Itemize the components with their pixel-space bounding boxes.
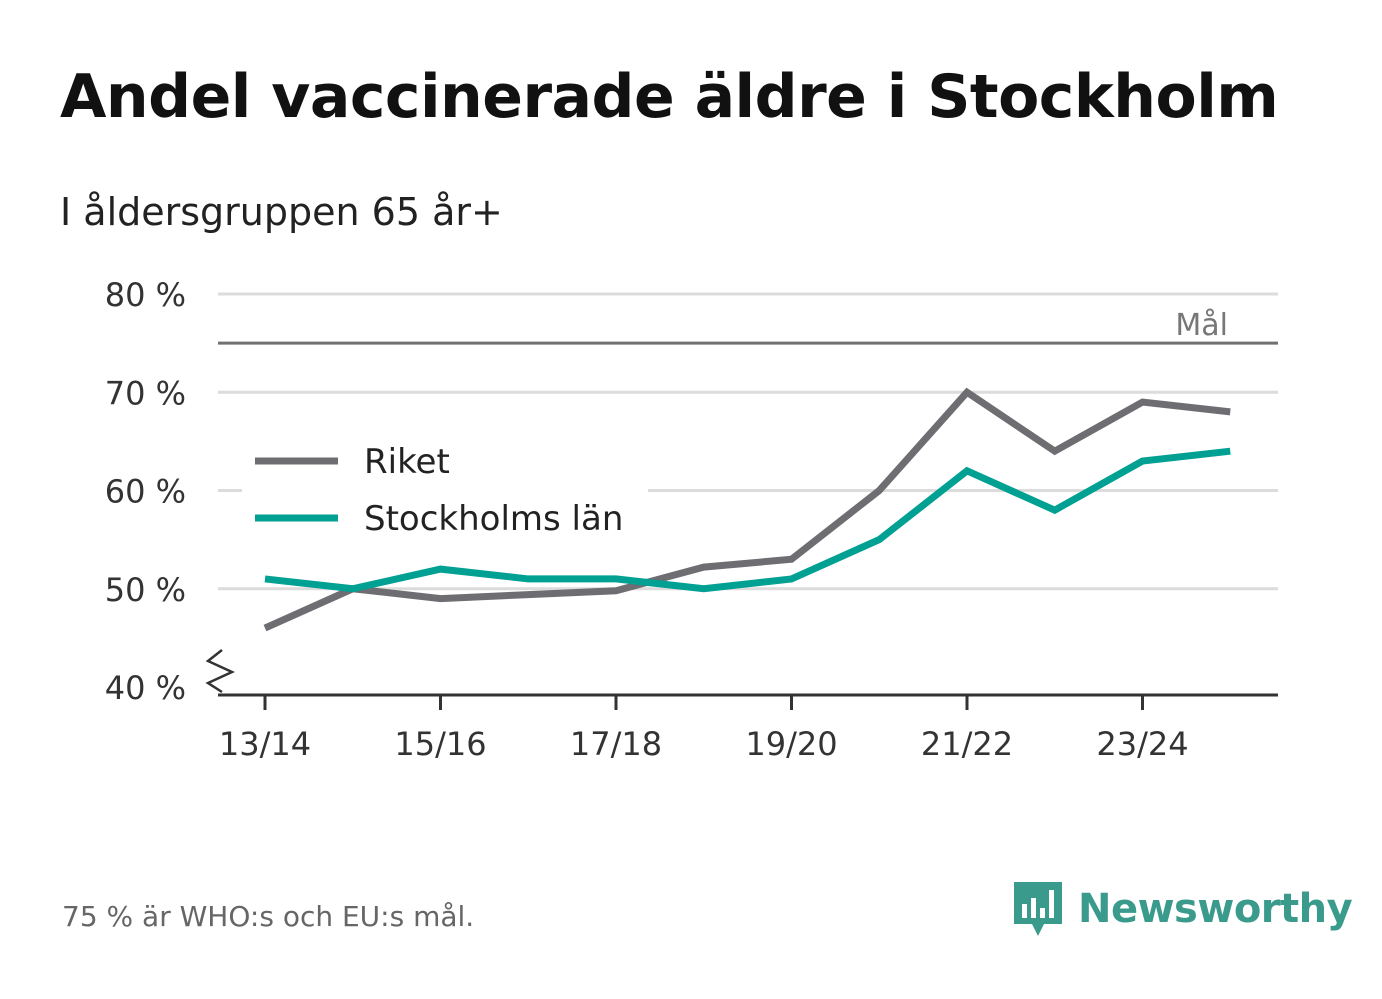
chart-subtitle: I åldersgruppen 65 år+ (60, 190, 503, 234)
legend-background (242, 436, 648, 546)
y-tick-label: 40 % (105, 669, 186, 707)
legend-label: Riket (364, 442, 450, 482)
x-tick-label: 21/22 (921, 725, 1013, 763)
newsworthy-logo-icon (1014, 882, 1062, 936)
series-line (264, 447, 1231, 593)
x-tick-label: 17/18 (570, 725, 662, 763)
y-tick-label: 60 % (105, 473, 186, 511)
brand-name: Newsworthy (1078, 886, 1353, 932)
chart-title: Andel vaccinerade äldre i Stockholm (60, 62, 1279, 132)
x-tick-label: 15/16 (394, 725, 486, 763)
x-tick-label: 19/20 (745, 725, 837, 763)
y-tick-label: 70 % (105, 374, 186, 412)
y-tick-label: 50 % (105, 571, 186, 609)
x-tick-label: 23/24 (1096, 725, 1188, 763)
series-line (263, 387, 1231, 632)
brand-logo[interactable]: Newsworthy (1010, 878, 1353, 940)
legend-label: Stockholms län (364, 499, 623, 539)
x-tick-label: 13/14 (219, 725, 311, 763)
y-tick-label: 80 % (105, 276, 186, 314)
goal-label: Mål (1175, 308, 1228, 343)
axis-break-icon (205, 649, 236, 694)
footnote: 75 % är WHO:s och EU:s mål. (62, 900, 475, 933)
